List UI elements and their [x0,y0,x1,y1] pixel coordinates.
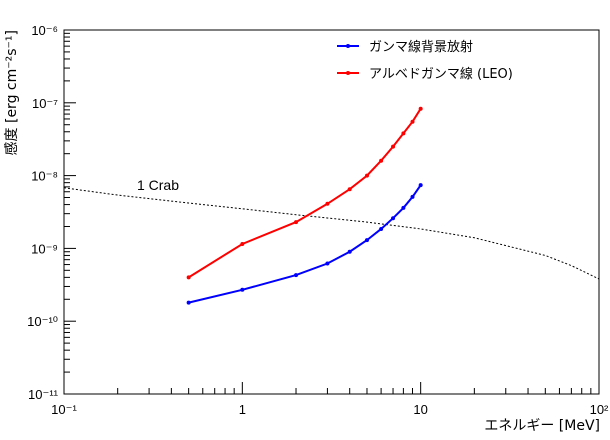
series-point [186,300,191,305]
series-point [379,158,384,163]
series-layer [63,106,600,305]
crab-annotation: 1 Crab [137,177,179,193]
y-tick-label: 10⁻⁸ [31,169,58,184]
series-point [240,287,245,292]
series-line [188,108,422,279]
series-point [240,241,245,246]
x-axis-title: エネルギー [MeV] [484,418,600,434]
series-point [418,106,423,111]
minor-ticks [64,32,592,394]
series-point [294,220,299,225]
tick-labels: 10⁻¹ 1 10 10² 10⁻¹¹ 10⁻¹⁰ 10⁻⁹ 10⁻⁸ 10⁻⁷ 10⁻⁶ [27,23,609,417]
series-point [186,275,191,280]
series-point [364,238,369,243]
series-point [325,261,330,266]
series-1 [186,183,423,305]
legend-swatch-point [346,71,350,75]
legend-entry: ガンマ線背景放射 [369,39,473,55]
y-axis-title: 感度 [erg cm⁻²s⁻¹] [3,30,20,155]
x-tick-label: 10⁻¹ [51,402,77,417]
y-tick-label: 10⁻⁹ [31,241,58,256]
y-tick-label: 10⁻¹¹ [28,387,59,402]
annotations: 1 Crab [137,177,179,193]
series-line [188,184,422,304]
legend-entry: アルベドガンマ線 (LEO) [369,66,513,82]
series-point [391,216,396,221]
series-point [391,144,396,149]
plot-area-border [63,29,600,395]
y-tick-label: 10⁻⁷ [32,96,58,111]
series-point [401,131,406,136]
series-point [410,194,415,199]
crab-reference-line [63,187,600,280]
x-tick-label: 1 [239,402,246,417]
series-point [418,183,423,188]
y-tick-label: 10⁻⁶ [31,23,58,38]
major-ticks [63,29,600,395]
series-point [294,273,299,278]
series-point [401,205,406,210]
series-point [379,226,384,231]
y-tick-label: 10⁻¹⁰ [27,314,58,329]
legend-swatch-point [346,44,350,48]
x-tick-label: 10 [413,402,427,417]
series-point [347,249,352,254]
series-point [364,173,369,178]
series-2 [186,106,423,280]
series-point [325,201,330,206]
x-tick-label: 10² [590,402,609,417]
series-point [410,119,415,124]
series-point [347,187,352,192]
plot-frame [63,29,600,395]
